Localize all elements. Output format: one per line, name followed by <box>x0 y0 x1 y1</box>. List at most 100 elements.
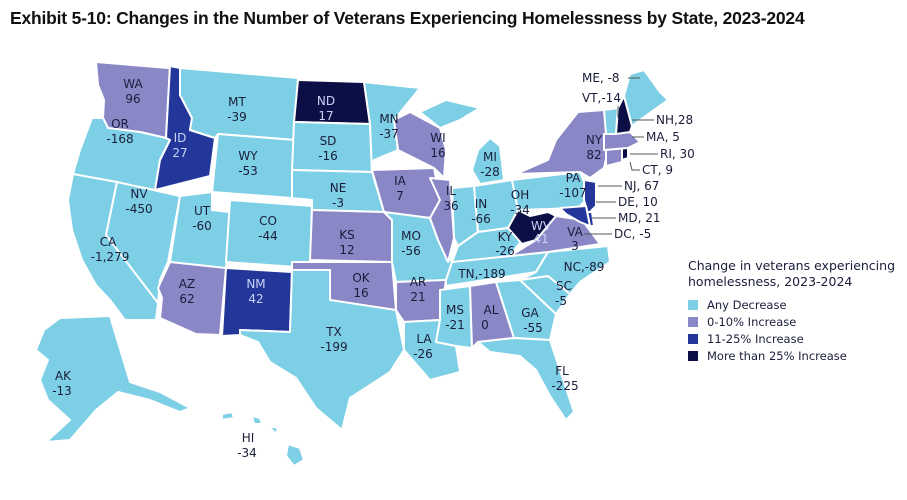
label-NJ: NJ, 67 <box>624 179 659 193</box>
label-RI: RI, 30 <box>660 147 695 161</box>
label-NY-value: 82 <box>586 148 601 162</box>
legend-swatch-icon <box>688 316 698 327</box>
label-OR-abbr: OR <box>111 117 129 131</box>
state-MI[interactable] <box>471 137 505 185</box>
legend-item-0-10-increase: 0-10% Increase <box>688 313 895 330</box>
legend-item-over-25-increase: More than 25% Increase <box>688 347 895 364</box>
label-AZ-value: 62 <box>179 292 194 306</box>
state-GA[interactable] <box>495 279 557 341</box>
label-NE-abbr: NE <box>330 181 347 195</box>
label-NE-value: -3 <box>332 196 344 210</box>
label-MI-abbr: MI <box>483 150 497 164</box>
label-CO-abbr: CO <box>259 214 277 228</box>
label-GA-value: -55 <box>523 321 543 335</box>
label-MT-value: -39 <box>227 110 247 124</box>
label-DC: DC, -5 <box>614 227 651 241</box>
label-KS-value: 12 <box>339 243 354 257</box>
label-MN-value: -37 <box>379 127 399 141</box>
label-NY-abbr: NY <box>586 133 603 147</box>
label-CO-value: -44 <box>258 229 278 243</box>
state-FL[interactable] <box>477 337 575 421</box>
label-MO-value: -56 <box>401 244 421 258</box>
label-ID-value: 27 <box>172 146 187 160</box>
label-LA-value: -26 <box>413 347 433 361</box>
label-KY-value: -26 <box>495 244 515 258</box>
state-MS[interactable] <box>435 285 473 349</box>
label-SC-value: -5 <box>555 294 567 308</box>
label-DE: DE, 10 <box>618 195 658 209</box>
label-AZ-abbr: AZ <box>179 277 195 291</box>
label-IA-value: 7 <box>396 189 404 203</box>
exhibit-title: Exhibit 5-10: Changes in the Number of V… <box>10 8 805 28</box>
legend-swatch-icon <box>688 350 698 361</box>
label-ND-abbr: ND <box>317 94 335 108</box>
label-WI-abbr: WI <box>430 131 445 145</box>
label-CA-abbr: CA <box>100 235 117 249</box>
label-GA-abbr: GA <box>521 306 539 320</box>
label-AK-abbr: AK <box>55 369 72 383</box>
label-NH: NH,28 <box>656 113 693 127</box>
label-WA-value: 96 <box>125 92 140 106</box>
state-WI[interactable] <box>393 111 447 179</box>
label-SD-value: -16 <box>318 149 338 163</box>
label-HI-value: -34 <box>237 446 257 460</box>
state-TX[interactable] <box>239 269 405 431</box>
label-MN-abbr: MN <box>379 112 398 126</box>
state-NC[interactable] <box>519 245 611 295</box>
state-CT[interactable] <box>605 147 623 167</box>
label-MT-abbr: MT <box>228 95 246 109</box>
legend-item-any-decrease: Any Decrease <box>688 296 895 313</box>
label-WY-value: -53 <box>238 164 258 178</box>
state-NH[interactable] <box>615 95 633 135</box>
label-IA-abbr: IA <box>394 174 407 188</box>
label-TN: TN,-189 <box>457 267 505 281</box>
legend-swatch-icon <box>688 333 698 344</box>
state-ME[interactable] <box>623 69 669 127</box>
state-HI[interactable] <box>221 411 305 467</box>
legend-title: Change in veterans experiencing homeless… <box>688 258 896 289</box>
label-CT: CT, 9 <box>642 163 673 177</box>
label-MS-abbr: MS <box>446 303 464 317</box>
label-MO-abbr: MO <box>401 229 421 243</box>
label-OK-abbr: OK <box>352 271 370 285</box>
label-NV-abbr: NV <box>130 187 148 201</box>
state-IL[interactable] <box>429 177 455 263</box>
label-SD-abbr: SD <box>320 134 337 148</box>
label-LA-abbr: LA <box>416 332 432 346</box>
map-legend: Change in veterans experiencing homeless… <box>688 258 895 364</box>
label-UT-value: -60 <box>192 219 212 233</box>
label-PA-abbr: PA <box>566 171 581 185</box>
state-RI[interactable] <box>621 147 629 161</box>
label-WA-abbr: WA <box>123 77 143 91</box>
legend-item-11-25-increase: 11-25% Increase <box>688 330 895 347</box>
label-UT-abbr: UT <box>194 204 211 218</box>
label-OR-value: -168 <box>106 132 133 146</box>
label-KS-abbr: KS <box>339 228 355 242</box>
state-WV[interactable] <box>507 209 557 245</box>
label-FL-abbr: FL <box>555 364 569 378</box>
state-AK[interactable] <box>35 315 191 443</box>
label-ND-value: 17 <box>318 109 333 123</box>
label-MA: MA, 5 <box>646 130 680 144</box>
label-NC: NC,-89 <box>564 260 605 274</box>
label-CA-value: -1,279 <box>91 250 130 264</box>
label-ME: ME, -8 <box>582 71 620 85</box>
label-OH-abbr: OH <box>511 188 529 202</box>
label-TX-value: -199 <box>320 340 347 354</box>
label-AL-abbr: AL <box>484 303 499 317</box>
label-IN-value: -66 <box>471 212 491 226</box>
label-VA-abbr: VA <box>567 225 583 239</box>
label-MS-value: -21 <box>445 318 465 332</box>
label-IL-abbr: IL <box>446 184 457 198</box>
state-MI-upper[interactable] <box>419 99 481 129</box>
label-WV-value: 41 <box>533 232 548 246</box>
label-AK-value: -13 <box>52 384 72 398</box>
state-MD[interactable] <box>559 205 591 227</box>
label-FL-value: -225 <box>551 379 578 393</box>
label-KY-abbr: KY <box>498 230 513 244</box>
label-MD: MD, 21 <box>618 211 661 225</box>
label-WI-value: 16 <box>430 146 445 160</box>
label-OH-value: -34 <box>510 203 530 217</box>
state-NJ[interactable] <box>583 179 597 215</box>
